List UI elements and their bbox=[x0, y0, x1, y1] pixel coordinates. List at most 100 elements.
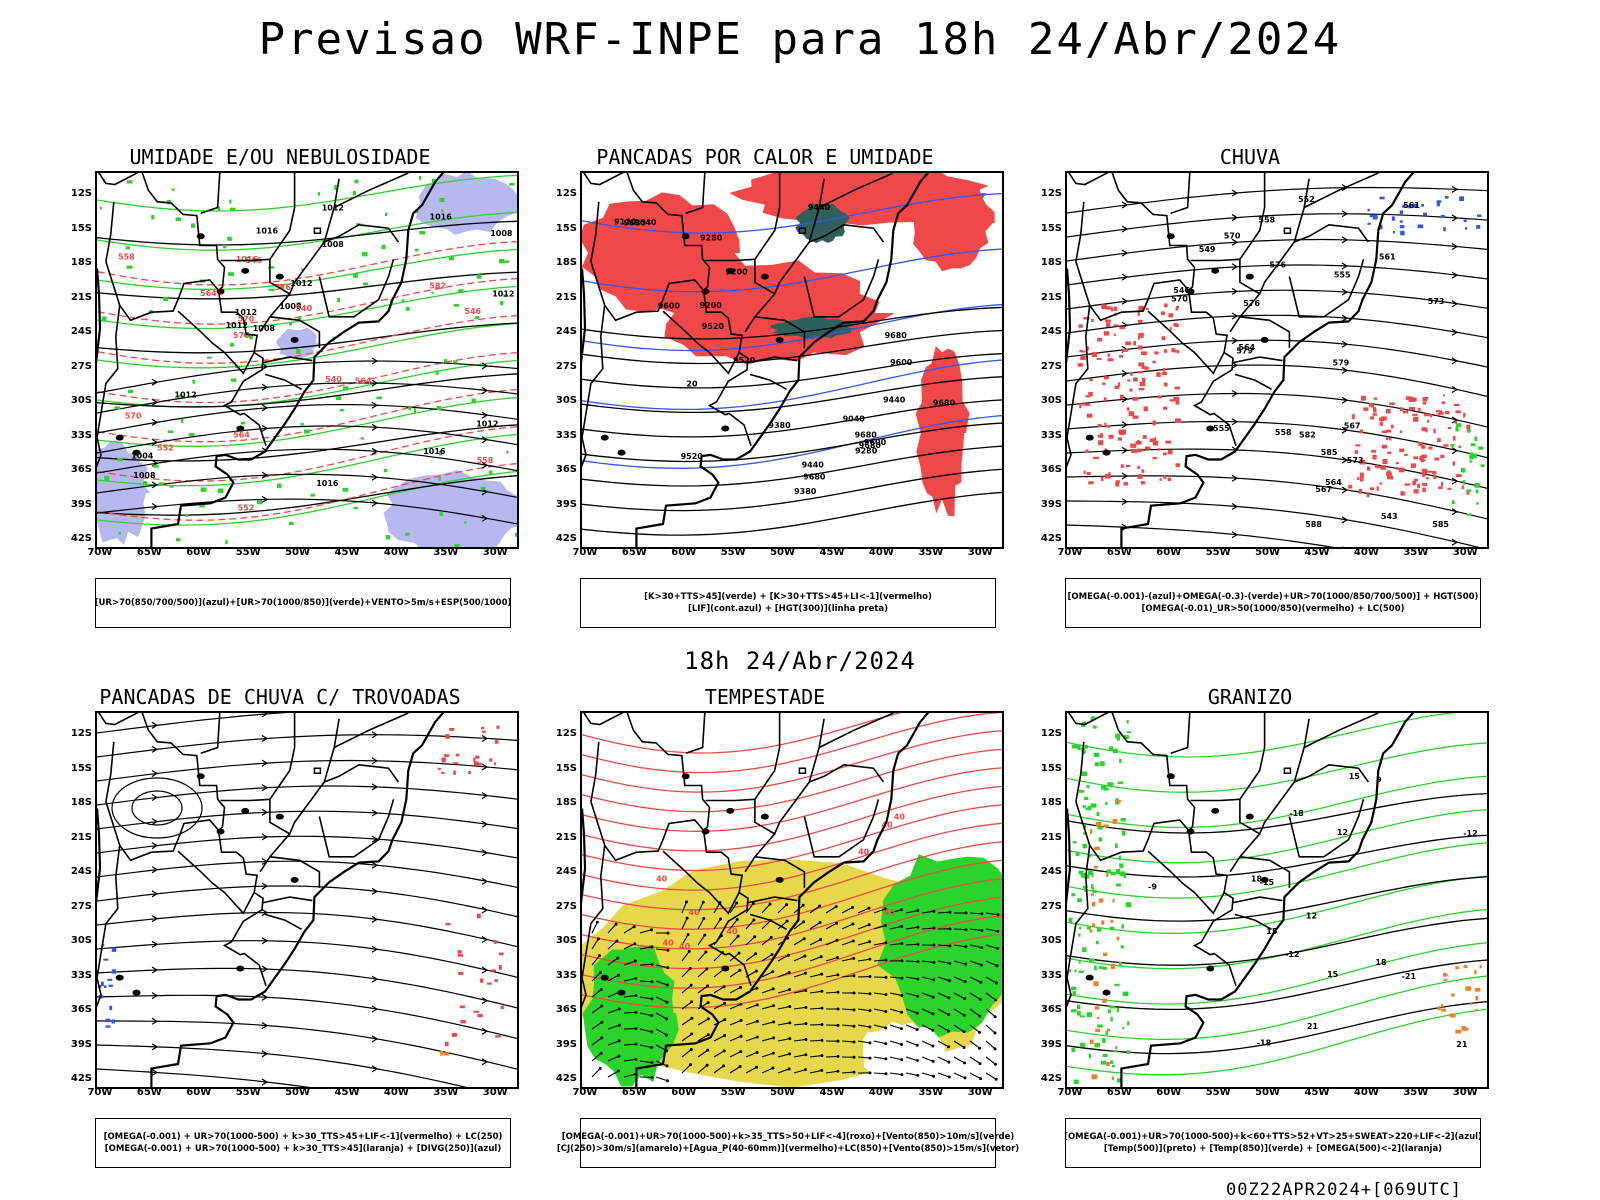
streamline-arrow bbox=[151, 992, 159, 1000]
contour-label: 558 bbox=[118, 252, 135, 261]
streamline-arrow bbox=[1451, 300, 1459, 308]
wind-vector-850hpa bbox=[607, 1040, 620, 1046]
vector-head bbox=[739, 1018, 743, 1022]
vector-head bbox=[739, 1034, 743, 1038]
latitude-tick-label: 27S bbox=[555, 360, 577, 372]
border-line bbox=[1231, 896, 1283, 904]
vector-head bbox=[868, 1056, 872, 1060]
contour-label: 558 bbox=[1258, 215, 1275, 224]
contour-label: -18 bbox=[1257, 1039, 1272, 1048]
hail-speck-green bbox=[1093, 752, 1100, 757]
rain-speck-red bbox=[1348, 485, 1353, 489]
rain-speck-green bbox=[1478, 446, 1484, 450]
streamline-arrow bbox=[371, 915, 379, 923]
wind-vector-850hpa bbox=[873, 1072, 887, 1075]
contour-label: -18 bbox=[1289, 809, 1304, 818]
rain-speck-red bbox=[1388, 437, 1392, 441]
vector-head bbox=[787, 953, 791, 957]
lake-mark bbox=[1085, 974, 1094, 981]
vector-head bbox=[820, 972, 824, 976]
vector-head bbox=[836, 1069, 840, 1073]
humidity-speck bbox=[178, 394, 183, 397]
vector-head bbox=[804, 1053, 808, 1057]
wind-vector-850hpa bbox=[681, 1033, 693, 1042]
rain-speck-red bbox=[1137, 319, 1143, 323]
rain-speck-green bbox=[1480, 464, 1485, 467]
wind-vector-850hpa bbox=[713, 1034, 725, 1042]
omega-speck-orange bbox=[1106, 873, 1109, 877]
border-line bbox=[1075, 201, 1085, 262]
border-line bbox=[105, 801, 220, 862]
vector-head bbox=[836, 1007, 840, 1011]
vector-head bbox=[633, 959, 637, 963]
longitude-tick-label: 30W bbox=[967, 547, 993, 558]
main-title: Previsao WRF-INPE para 18h 24/Abr/2024 bbox=[258, 14, 1342, 65]
temperature-500-contour-black bbox=[1067, 1001, 1487, 1055]
vector-head bbox=[690, 1000, 694, 1004]
omega-speck-orange bbox=[1094, 1006, 1100, 1010]
wind-vector-850hpa bbox=[825, 922, 837, 930]
wind-vector-850hpa bbox=[985, 1056, 996, 1065]
vector-head bbox=[980, 929, 984, 933]
vector-head bbox=[684, 900, 688, 904]
humidity-speck bbox=[99, 206, 102, 210]
wind-vector-850hpa bbox=[921, 1024, 934, 1031]
vector-head bbox=[768, 902, 772, 906]
streamline-arrow bbox=[261, 759, 269, 767]
wind-vector-850hpa bbox=[937, 960, 950, 964]
humidity-speck bbox=[500, 300, 504, 306]
vector-head bbox=[665, 1000, 669, 1004]
streamline-arrow bbox=[151, 769, 159, 777]
vector-head bbox=[735, 901, 739, 905]
humidity-speck bbox=[249, 334, 253, 340]
wind-vector-850hpa bbox=[697, 985, 709, 994]
humidity-high-area bbox=[276, 327, 319, 359]
thunderstorm-speck-red bbox=[476, 913, 481, 919]
vector-head bbox=[931, 1059, 935, 1063]
humidity-speck bbox=[444, 359, 448, 363]
hail-speck-green bbox=[1125, 902, 1132, 908]
hail-speck-green bbox=[1092, 725, 1097, 729]
temperature-850-contour-green bbox=[1067, 842, 1487, 899]
rain-speck-red bbox=[1410, 463, 1416, 468]
panel-title: CHUVA bbox=[1219, 145, 1281, 169]
coastline-pacific bbox=[1067, 268, 1072, 364]
longitude-tick-label: 40W bbox=[868, 547, 894, 558]
vector-head bbox=[836, 1039, 840, 1043]
longitude-tick-label: 45W bbox=[819, 547, 845, 558]
rain-speck-red bbox=[1422, 401, 1427, 405]
vector-head bbox=[719, 917, 723, 921]
hail-speck-green bbox=[1106, 869, 1112, 874]
omega-speck-orange bbox=[1091, 1074, 1098, 1080]
rain-speck-red bbox=[1434, 457, 1439, 461]
wind-vector-850hpa bbox=[729, 919, 738, 930]
rain-speck-red bbox=[1421, 473, 1426, 477]
streamline-arrow bbox=[261, 424, 269, 432]
hail-speck-green bbox=[1077, 1004, 1081, 1009]
omega-speck-orange bbox=[1101, 920, 1105, 925]
humidity-speck bbox=[229, 199, 232, 204]
wind-vector-850hpa bbox=[825, 956, 838, 962]
rain-speck-green bbox=[1469, 460, 1473, 463]
wind-vector-850hpa bbox=[761, 1037, 774, 1042]
rain-speck-red bbox=[1114, 385, 1120, 389]
longitude-tick-label: 65W bbox=[621, 1087, 647, 1098]
wind-streamline bbox=[97, 360, 517, 394]
contour-label: 9520 bbox=[733, 356, 756, 365]
wind-vector-850hpa bbox=[745, 1004, 758, 1010]
latitude-tick-label: 15S bbox=[1040, 762, 1062, 774]
vector-head bbox=[705, 967, 709, 971]
hail-speck-green bbox=[1071, 893, 1075, 897]
vector-head bbox=[993, 1047, 997, 1051]
streamline-arrow bbox=[1451, 447, 1459, 455]
pressure-contour bbox=[97, 220, 517, 246]
rain-speck-red bbox=[1171, 348, 1175, 353]
longitude-tick-label: 65W bbox=[1106, 547, 1132, 558]
vector-head bbox=[617, 1007, 621, 1011]
vector-head bbox=[884, 975, 888, 979]
hail-speck-green bbox=[1102, 1054, 1108, 1058]
rain-speck-red bbox=[1373, 397, 1378, 400]
wind-vector-850hpa bbox=[655, 948, 668, 951]
rain-speck-red bbox=[1159, 478, 1162, 481]
rain-speck-red bbox=[1386, 408, 1391, 414]
